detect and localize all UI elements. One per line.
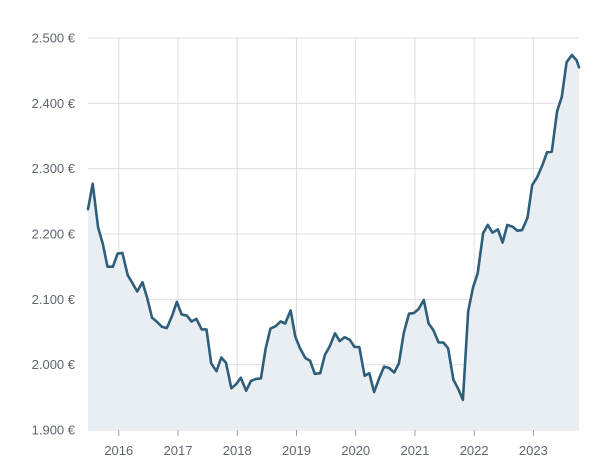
x-tick-label: 2019 (282, 443, 311, 458)
x-tick-label: 2020 (341, 443, 370, 458)
x-tick-label: 2018 (223, 443, 252, 458)
y-axis-tick-labels: 1.900 € 2.000 € 2.100 € 2.200 € 2.300 € 2.400… (32, 31, 76, 438)
x-axis-tick-labels: 2016 2017 2018 2019 2020 2021 2022 2023 (104, 443, 548, 458)
y-tick-label: 2.000 € (32, 357, 76, 372)
y-tick-label: 2.400 € (32, 96, 76, 111)
x-tick-label: 2023 (519, 443, 548, 458)
x-tick-label: 2021 (400, 443, 429, 458)
y-tick-label: 1.900 € (32, 423, 76, 438)
x-axis-ticks (118, 430, 534, 436)
y-tick-label: 2.300 € (32, 161, 76, 176)
y-tick-label: 2.200 € (32, 227, 76, 242)
y-tick-label: 2.500 € (32, 31, 76, 46)
series-line (86, 53, 581, 402)
x-tick-label: 2022 (460, 443, 489, 458)
y-tick-label: 2.100 € (32, 292, 76, 307)
series-area (88, 55, 579, 430)
x-tick-label: 2017 (164, 443, 193, 458)
x-tick-label: 2016 (104, 443, 133, 458)
